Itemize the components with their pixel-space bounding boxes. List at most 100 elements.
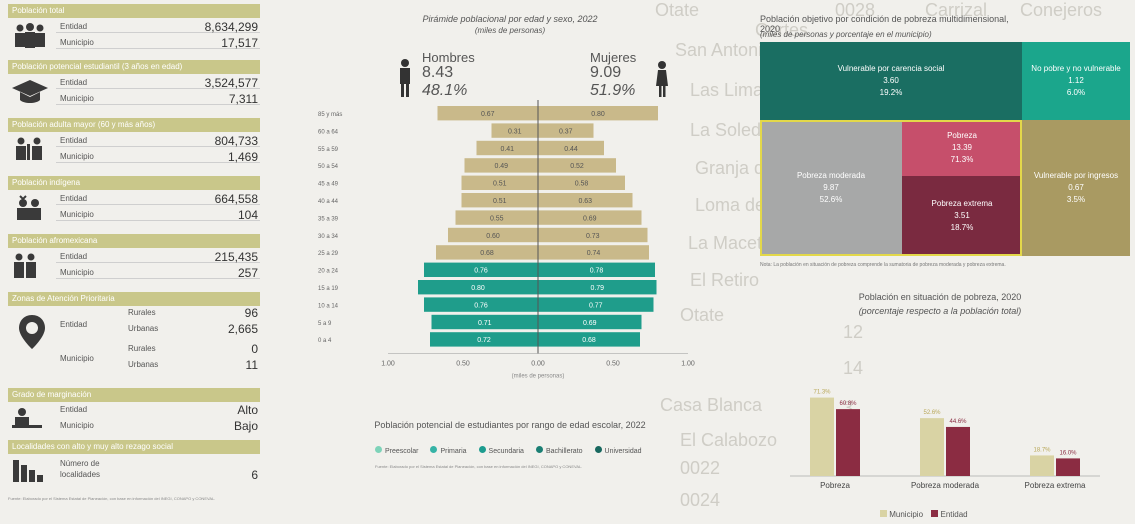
bar-label-hombres: 0.51 — [493, 181, 507, 188]
age-label: 10 a 14 — [318, 303, 339, 309]
bar-hombres — [461, 175, 538, 190]
background-word: 14 — [843, 358, 864, 378]
row-label: Municipio — [60, 210, 94, 219]
bar-hombres — [491, 123, 538, 138]
row-divider — [56, 149, 260, 163]
localidades-header: Localidades con alto y muy alto rezago s… — [8, 440, 260, 454]
background-word: Carrizal — [925, 0, 988, 20]
bar-label-mujeres: 0.73 — [586, 233, 600, 240]
zonas-entidad-rurales-value: 96 — [244, 306, 258, 320]
pyramid-title: Pirámide poblacional por edad y sexo, 20… — [422, 14, 598, 24]
bar-mujeres — [538, 332, 640, 347]
bar-label-mujeres: 0.79 — [590, 285, 604, 292]
x-axis-label: (miles de personas) — [512, 374, 565, 380]
zonas-municipio-rurales-value: 0 — [251, 342, 258, 356]
row-value: 215,435 — [214, 250, 258, 264]
row-label: Municipio — [60, 152, 94, 161]
women-label: Mujeres — [590, 50, 637, 65]
bar-label-mujeres: 0.80 — [591, 111, 605, 118]
section-header: Población total — [8, 4, 260, 18]
treemap: Vulnerable por carencia social 3.60 19.2% N… — [760, 42, 1130, 256]
localidades-value: 6 — [251, 468, 258, 482]
bar-decline-icon — [13, 460, 43, 482]
background-word: Casa Blanca — [660, 395, 763, 415]
age-label: 85 y más — [318, 112, 342, 118]
marginacion-municipio-label: Municipio — [60, 421, 94, 430]
legend-item: Universidad — [594, 446, 642, 455]
localidades-label: Número de localidades — [60, 459, 101, 479]
bar-label-hombres: 0.55 — [490, 215, 504, 222]
bar-mujeres — [538, 314, 642, 330]
legend-dot — [594, 446, 602, 453]
row-label: Entidad — [60, 78, 88, 87]
bar-label-mujeres: 0.44 — [564, 146, 578, 153]
legend-item: Primaria — [430, 446, 467, 455]
treemap-note: Nota: La población en situación de pobre… — [760, 262, 1006, 268]
age-label: 30 a 34 — [318, 234, 339, 240]
row-divider — [56, 207, 260, 221]
population-pyramid: Pirámide poblacional por edad y sexo, 20… — [280, 0, 740, 524]
bar-hombres — [448, 227, 538, 243]
background-word: 0028 — [835, 0, 876, 20]
poverty-legend: Municipio Entidad — [880, 510, 968, 519]
bar-label-hombres: 0.71 — [478, 320, 492, 327]
background-word: El Calabozo — [680, 430, 778, 450]
treemap-cell-label: Vulnerable por carencia social — [837, 64, 945, 73]
background-word: San Antonio — [675, 40, 773, 60]
bar-label-mujeres: 0.78 — [590, 268, 604, 275]
row-divider — [56, 35, 260, 49]
row-value: 7,311 — [228, 92, 258, 106]
treemap-cell: Pobreza 13.39 71.3% — [902, 120, 1022, 176]
bar-value-label: 71.3% — [813, 390, 831, 396]
legend-dot — [535, 446, 543, 453]
legend-label: Universidad — [604, 448, 642, 455]
bar-value-label: 60.8% — [839, 401, 857, 407]
row-divider — [56, 265, 260, 279]
row-divider — [56, 91, 260, 105]
treemap-cell: Vulnerable por ingresos 0.67 3.5% — [1022, 120, 1130, 256]
x-tick-label: 0.00 — [531, 361, 545, 368]
bar-label-mujeres: 0.63 — [578, 198, 592, 205]
bar-hombres — [476, 140, 538, 156]
legend-dot — [478, 446, 486, 453]
zonas-municipio-label: Municipio — [60, 354, 94, 363]
treemap-cell: Vulnerable por carencia social 3.60 19.2% — [760, 42, 1022, 120]
man-icon — [400, 59, 410, 97]
bar-mujeres — [538, 140, 604, 156]
age-label: 40 a 44 — [318, 199, 339, 205]
poverty-chart-subtitle: (porcentaje respecto a la población tota… — [858, 306, 1022, 316]
background-word: Otate — [680, 305, 725, 325]
bar-label-mujeres: 0.69 — [583, 215, 597, 222]
bar-hombres — [424, 262, 538, 277]
background-word: Las Limas — [690, 80, 773, 100]
row-label: Entidad — [60, 252, 88, 261]
family-icon — [14, 253, 36, 278]
treemap-cell-pct: 71.3% — [950, 155, 974, 164]
men-total: 8.43 — [422, 64, 454, 81]
age-label: 25 a 29 — [318, 251, 339, 257]
legend-entidad-label: Entidad — [940, 510, 968, 519]
zonas-entidad-urbanas-label: Urbanas — [128, 324, 159, 333]
row-value: 1,469 — [227, 150, 258, 164]
bar-label-hombres: 0.72 — [477, 337, 491, 344]
marginacion-entidad-label: Entidad — [60, 405, 88, 414]
row-value: 104 — [237, 208, 258, 222]
row-value: 17,517 — [221, 36, 258, 50]
bar-value-label: 16.0% — [1059, 450, 1077, 456]
category-label: Pobreza extrema — [1025, 481, 1086, 490]
bar-label-hombres: 0.41 — [500, 146, 514, 153]
bar-entidad — [836, 409, 860, 476]
row-label: Entidad — [60, 22, 88, 31]
age-label: 55 a 59 — [318, 147, 339, 153]
bar-hombres — [431, 314, 538, 330]
bar-mujeres — [538, 227, 648, 243]
legend-label: Preescolar — [385, 448, 419, 455]
bar-label-hombres: 0.49 — [494, 163, 508, 170]
bar-mujeres — [538, 123, 594, 138]
background-word: 0024 — [680, 490, 721, 510]
treemap-cell-value: 9.87 — [823, 183, 839, 192]
row-label: Municipio — [60, 94, 94, 103]
zonas-municipio-rurales-label: Rurales — [128, 344, 156, 353]
age-label: 60 a 64 — [318, 129, 339, 135]
row-divider — [56, 133, 260, 147]
